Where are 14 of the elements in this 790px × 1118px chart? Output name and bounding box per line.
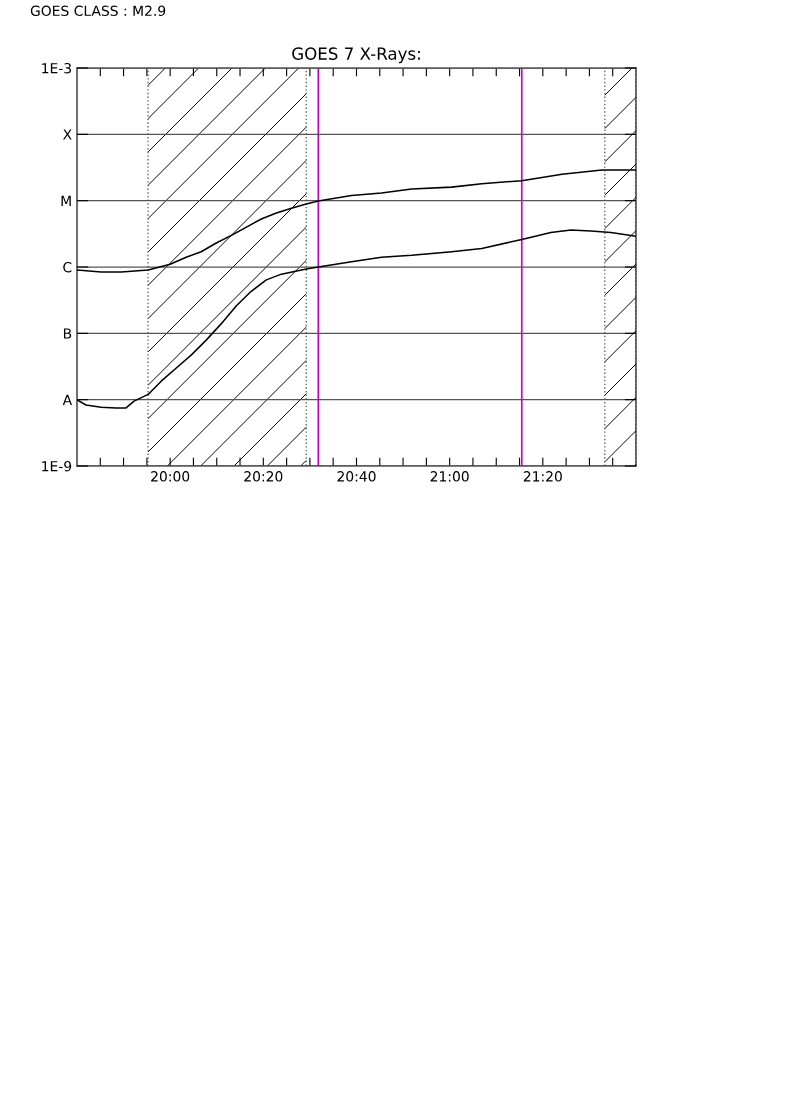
- y-tick-label: X: [63, 129, 72, 140]
- y-tick-label: B: [63, 328, 72, 339]
- y-tick-label: 1E-3: [42, 62, 72, 74]
- text: GOES CLASS : M2.9: [30, 5, 166, 17]
- x-tick-label: 20:20: [244, 471, 283, 482]
- x-tick-label: 21:00: [430, 471, 469, 482]
- y-tick-label: C: [63, 261, 72, 273]
- y-tick-label: M: [61, 195, 71, 206]
- y-tick-label: A: [62, 394, 73, 405]
- x-tick-label: 20:40: [337, 471, 376, 482]
- x-tick-label: 21:20: [523, 471, 562, 482]
- chart-title: GOES 7 X-Rays:: [292, 47, 420, 64]
- x-tick-label: 20:00: [151, 471, 190, 482]
- y-tick-label: 1E-9: [42, 460, 72, 472]
